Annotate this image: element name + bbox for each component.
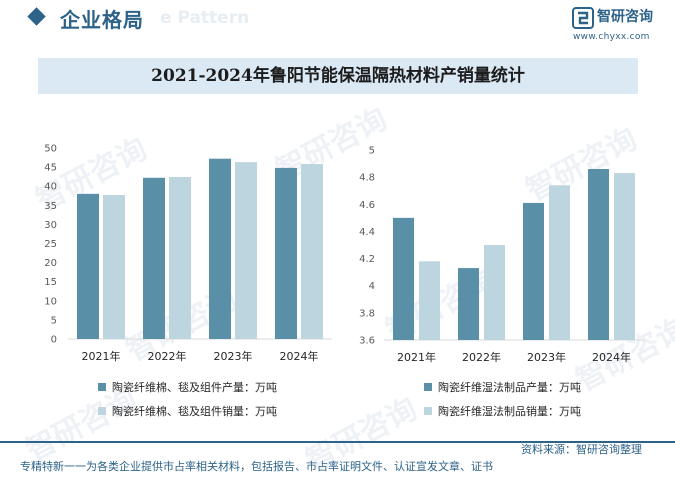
footer-tagline: 专精特新一一为各类企业提供市占率相关材料，包括报告、市占率证明文件、认证宣发文章… [20,460,493,473]
legend-swatch [98,383,106,391]
y-tick-label: 4.6 [359,200,375,211]
y-tick-label: 0 [51,335,57,346]
chart-left: 0 5 10 15 20 25 30 35 40 45 50 2021年 2022年 2023年 2024年 [44,144,332,363]
logo-name: 智研咨询 [597,9,653,25]
logo-url: www.chyxx.com [573,32,650,42]
legend-item-left-1: 陶瓷纤维棉、毯及组件产量：万吨 [98,379,277,395]
y-tick-label: 5 [369,146,375,157]
y-tick-label: 45 [44,163,57,174]
chart-right: 3.6 3.8 4 4.2 4.4 4.6 4.8 5 2021年 2022年 2023年 2024年 [359,146,644,364]
chart-title: 2021-2024年鲁阳节能保温隔热材料产销量统计 [151,66,525,86]
bar [169,177,191,339]
bar [143,177,165,339]
x-tick-label: 2024年 [592,350,631,364]
bar [209,158,231,339]
bar [419,261,440,340]
y-tick-label: 25 [44,239,57,250]
bar [484,245,505,340]
x-tick-label: 2022年 [148,349,187,363]
source-note: 资料来源：智研咨询整理 [521,443,642,456]
x-tick-label: 2023年 [527,350,566,364]
legend-swatch [98,407,106,415]
y-tick-label: 50 [44,144,57,155]
bar [77,193,99,339]
x-tick-label: 2021年 [82,349,121,363]
legend-label: 陶瓷纤维棉、毯及组件产量：万吨 [112,381,277,394]
y-tick-label: 3.8 [359,308,375,319]
legend-label: 陶瓷纤维湿法制品产量：万吨 [438,381,581,394]
y-tick-label: 20 [44,258,57,269]
y-tick-label: 4.4 [359,227,375,238]
bar [235,162,257,339]
section-title: 企业格局 [60,8,144,32]
y-tick-label: 3.6 [359,336,375,347]
x-tick-label: 2022年 [462,350,501,364]
bar [523,202,544,340]
bar [103,194,125,339]
legend-label: 陶瓷纤维湿法制品销量：万吨 [438,405,581,418]
y-tick-label: 5 [51,315,57,326]
bar [549,185,570,340]
y-tick-label: 30 [44,220,57,231]
chart-title-band: 2021-2024年鲁阳节能保温隔热材料产销量统计 [38,58,638,94]
legend-swatch [424,407,432,415]
y-tick-label: 4.8 [359,173,375,184]
header-background-text: e Pattern [160,8,250,28]
x-tick-label: 2023年 [214,349,253,363]
bar [614,173,635,340]
bar [393,217,414,340]
legend-label: 陶瓷纤维棉、毯及组件销量：万吨 [112,405,277,418]
x-tick-label: 2024年 [280,349,319,363]
x-tick-label: 2021年 [397,350,436,364]
y-tick-label: 35 [44,201,57,212]
page-header: 企业格局 e Pattern 智研咨询 www.chyxx.com [0,0,675,42]
bar [275,167,297,339]
legend-item-left-2: 陶瓷纤维棉、毯及组件销量：万吨 [98,403,277,419]
bar [588,169,609,340]
bar [458,268,479,340]
legend-item-right-2: 陶瓷纤维湿法制品销量：万吨 [424,403,581,419]
footer-divider [0,441,675,443]
y-tick-label: 4.2 [359,254,375,265]
y-tick-label: 10 [44,296,57,307]
y-tick-label: 40 [44,182,57,193]
logo-icon [572,7,594,29]
y-tick-label: 4 [369,281,375,292]
legend-swatch [424,383,432,391]
legend-item-right-1: 陶瓷纤维湿法制品产量：万吨 [424,379,581,395]
y-tick-label: 15 [44,277,57,288]
bar [301,164,323,339]
